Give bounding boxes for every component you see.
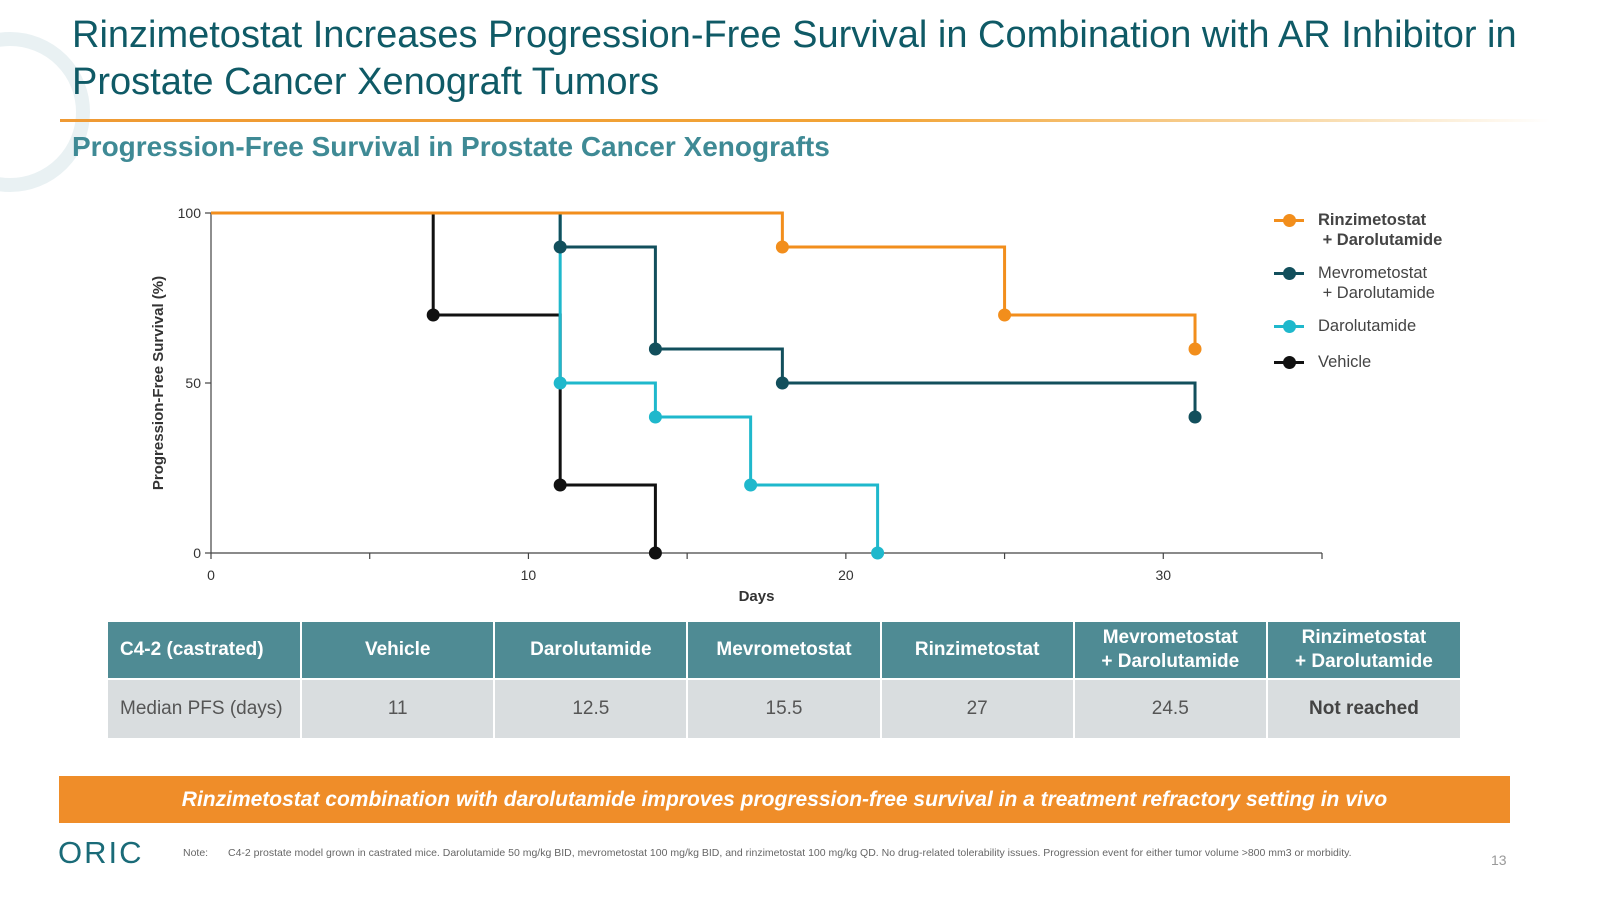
data-point-mevrometostat — [648, 342, 662, 356]
y-tick-label: 100 — [178, 205, 202, 221]
y-axis-title: Progression-Free Survival (%) — [150, 276, 167, 490]
data-point-mevrometostat — [775, 376, 789, 390]
chart-legend: Rinzimetostat + Darolutamide Mevrometosta… — [1274, 210, 1534, 388]
legend-swatch — [1274, 267, 1304, 280]
data-point-darolutamide — [744, 478, 758, 492]
legend-label: Darolutamide — [1318, 317, 1417, 335]
legend-label: Mevrometostat + Darolutamide — [1318, 264, 1435, 302]
legend-marker — [1283, 214, 1296, 227]
legend-swatch — [1274, 214, 1304, 227]
key-takeaway-banner: Rinzimetostat combination with darolutam… — [59, 776, 1510, 823]
data-point-mevrometostat — [1188, 410, 1202, 424]
table-header-cell: Darolutamide — [494, 622, 689, 679]
title-divider — [60, 119, 1550, 122]
x-tick-label: 0 — [207, 567, 215, 583]
table-cell: Not reached — [1266, 678, 1460, 738]
chart-axes: 0 50 100 0 10 20 30 Days Progression-Free Surviv… — [150, 205, 1323, 605]
table-cell: Median PFS (days) — [108, 678, 303, 738]
data-point-rinzimetostat — [998, 308, 1012, 322]
y-tick-label: 50 — [185, 375, 201, 391]
footnote: C4-2 prostate model grown in castrated m… — [228, 847, 1352, 859]
x-axis-title: Days — [739, 588, 775, 605]
table-header-row: C4-2 (castrated) Vehicle Darolutamide Me… — [108, 622, 1460, 679]
table-header-cell: Vehicle — [301, 622, 496, 679]
table-cell: 24.5 — [1073, 678, 1268, 738]
data-point-darolutamide — [648, 410, 662, 424]
table-header-cell: C4-2 (castrated) — [108, 622, 303, 679]
data-point-mevrometostat — [553, 240, 567, 254]
data-point-vehicle — [426, 308, 440, 322]
median-pfs-table: C4-2 (castrated) Vehicle Darolutamide Me… — [108, 622, 1460, 738]
legend-swatch — [1274, 356, 1304, 369]
legend-item: Darolutamide — [1274, 316, 1534, 336]
pfs-chart: 0 50 100 0 10 20 30 Days Progression-Free Surviv… — [150, 205, 1323, 605]
x-tick-label: 10 — [521, 567, 537, 583]
chart-series — [211, 211, 1202, 560]
table-header-cell: Mevrometostat — [687, 622, 882, 679]
legend-item: Mevrometostat + Darolutamide — [1274, 263, 1534, 303]
chart-subtitle: Progression-Free Survival in Prostate Ca… — [72, 131, 830, 162]
legend-swatch — [1274, 320, 1304, 333]
data-point-rinzimetostat — [1188, 342, 1202, 356]
legend-marker — [1283, 267, 1296, 280]
table-cell: 11 — [301, 678, 496, 738]
legend-label: Vehicle — [1318, 353, 1372, 371]
data-point-darolutamide — [871, 546, 885, 560]
table-header-cell: Rinzimetostat — [880, 622, 1075, 679]
note-label: Note: — [183, 847, 209, 859]
table-row: Median PFS (days) 11 12.5 15.5 27 24.5 N… — [108, 678, 1460, 738]
oric-logo: ORIC — [58, 835, 144, 870]
series-line-rinzimetostat — [211, 211, 1197, 349]
data-point-darolutamide — [553, 376, 567, 390]
table-cell: 27 — [880, 678, 1075, 738]
table-cell: 15.5 — [687, 678, 882, 738]
data-point-rinzimetostat — [775, 240, 789, 254]
legend-label: Rinzimetostat + Darolutamide — [1318, 211, 1443, 249]
x-tick-label: 20 — [838, 567, 854, 583]
table-cell: 12.5 — [494, 678, 689, 738]
x-tick-label: 30 — [1155, 567, 1171, 583]
y-tick-label: 0 — [193, 545, 201, 561]
data-point-vehicle — [648, 546, 662, 560]
legend-item: Rinzimetostat + Darolutamide — [1274, 210, 1534, 250]
table-header-cell: Mevrometostat + Darolutamide — [1073, 622, 1268, 679]
table-header-cell: Rinzimetostat + Darolutamide — [1266, 622, 1460, 679]
slide-title: Rinzimetostat Increases Progression-Free… — [72, 14, 1517, 103]
legend-marker — [1283, 320, 1296, 333]
legend-marker — [1283, 356, 1296, 369]
page-number: 13 — [1491, 852, 1507, 868]
legend-item: Vehicle — [1274, 352, 1534, 372]
data-point-vehicle — [553, 478, 567, 492]
